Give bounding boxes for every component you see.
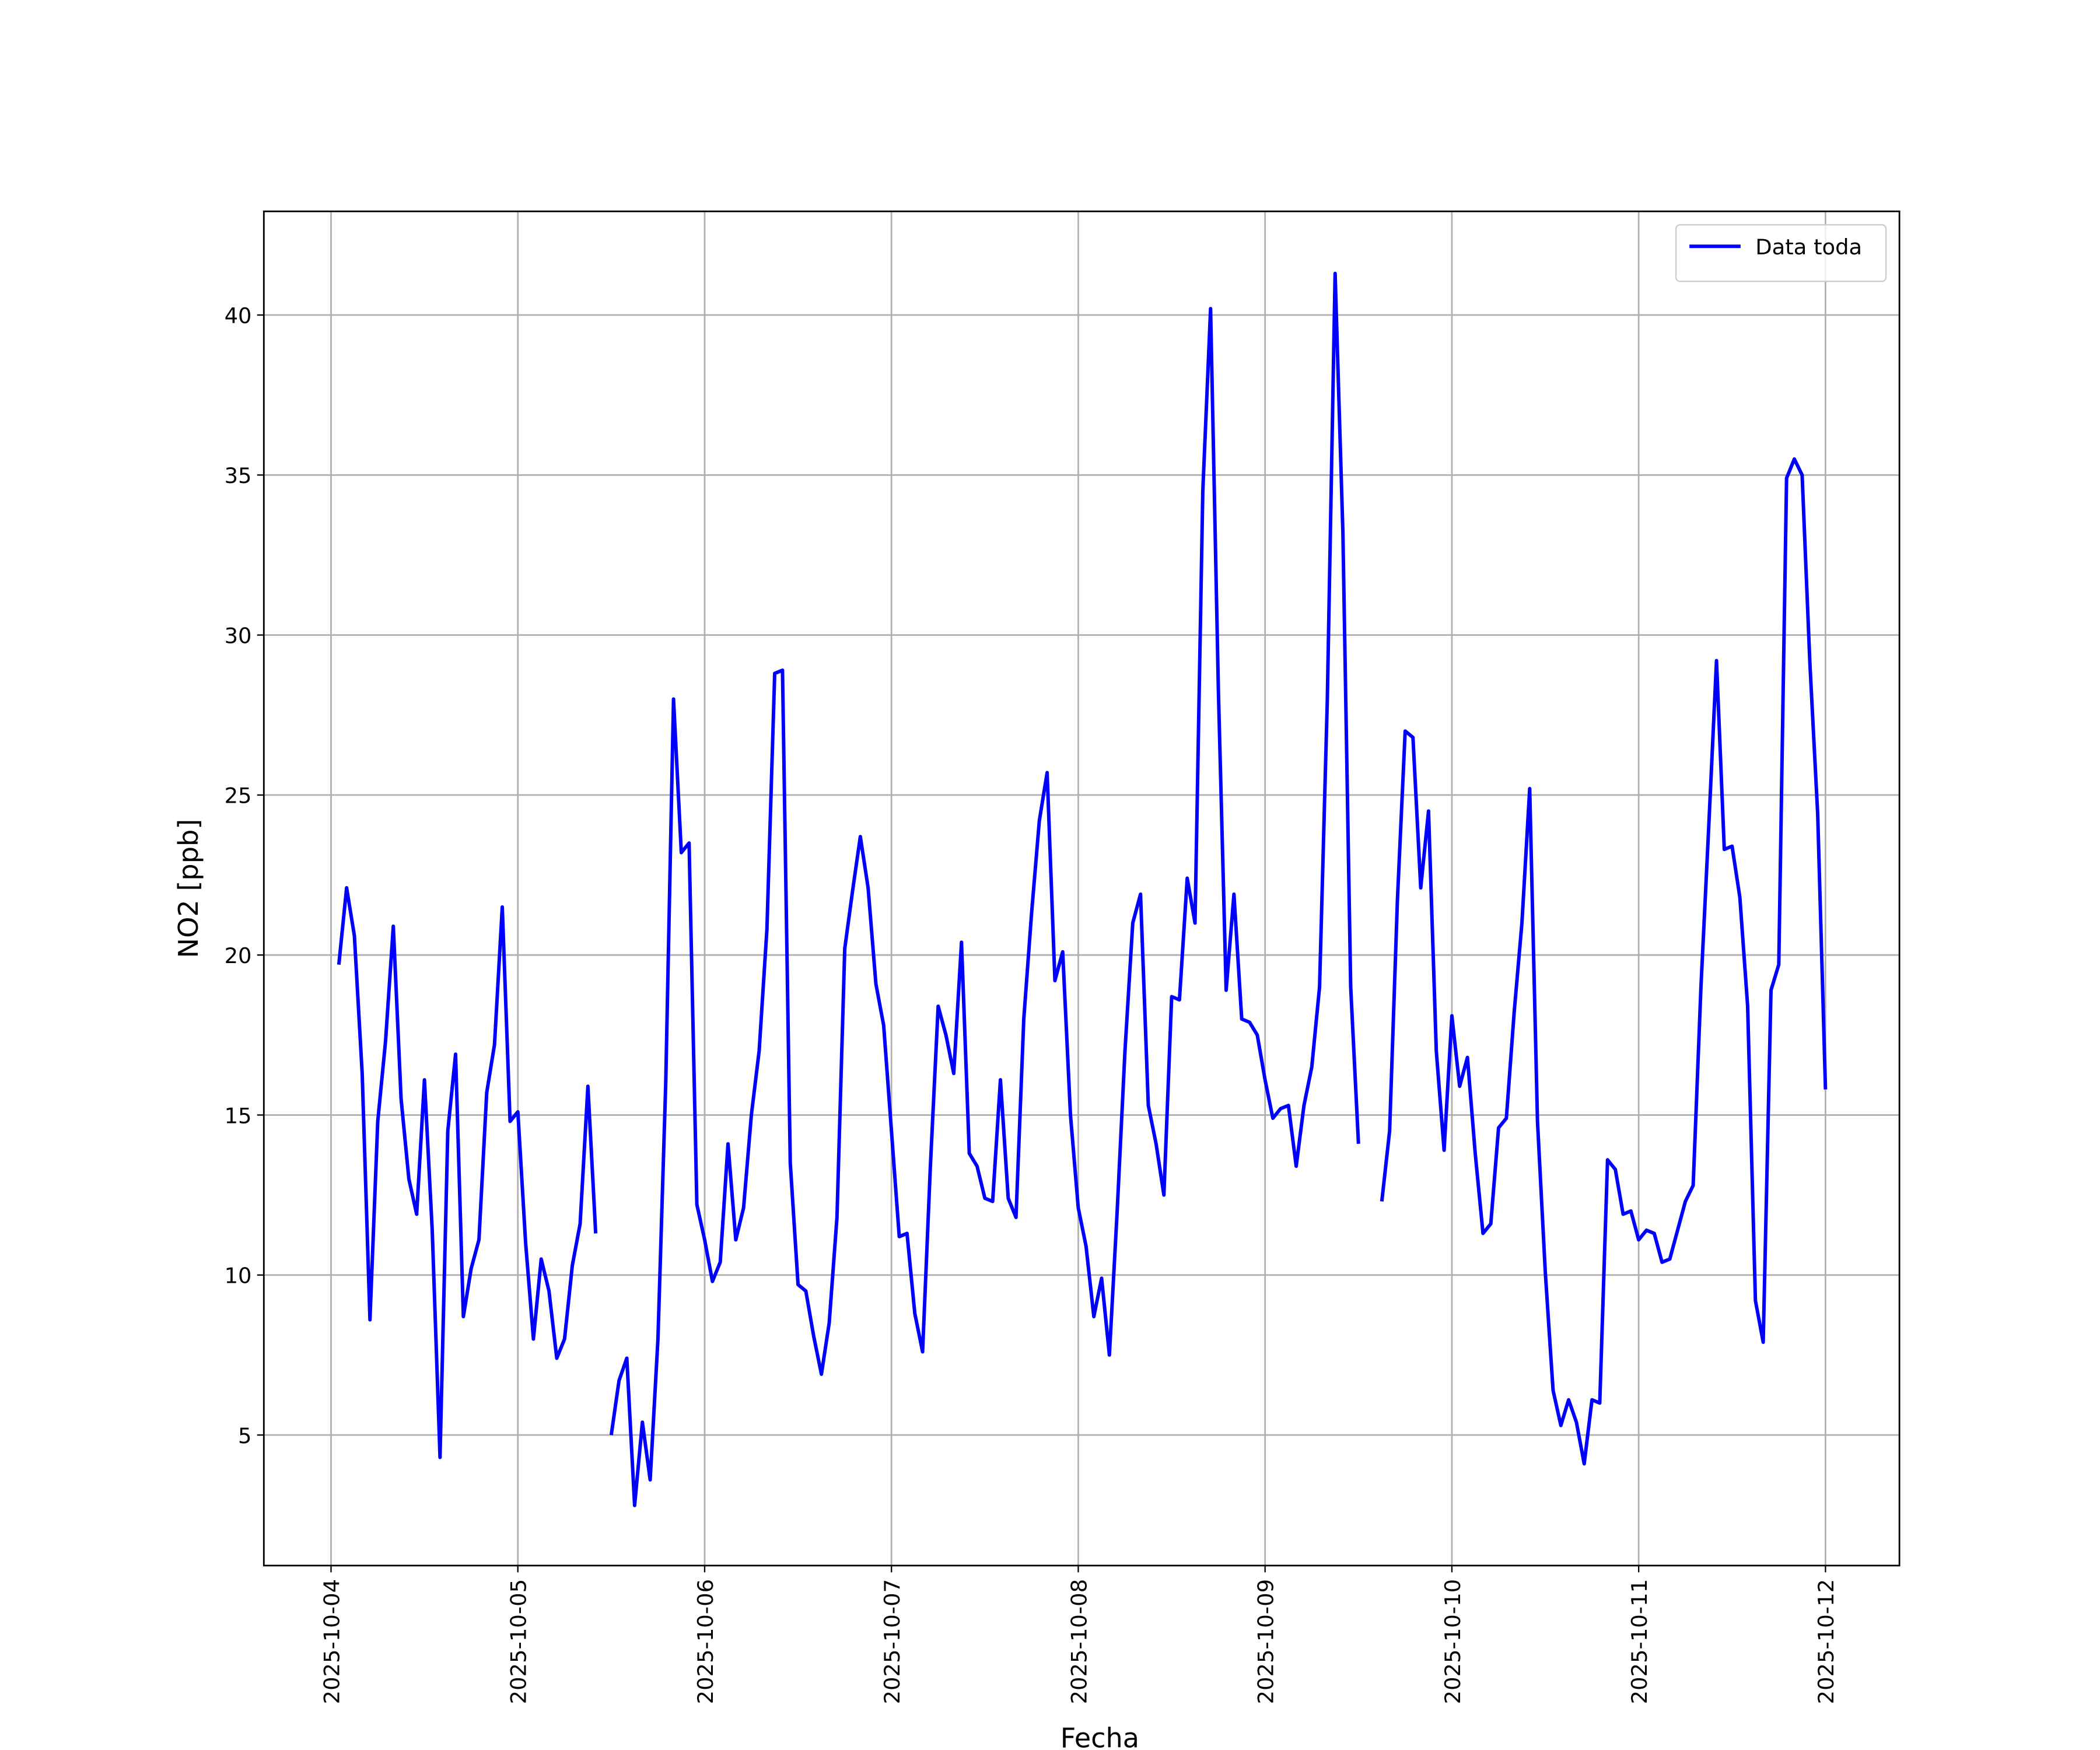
y-tick-label: 5 (238, 1423, 251, 1448)
y-tick-label: 15 (225, 1103, 252, 1128)
y-axis-label: NO2 [ppb] (173, 819, 204, 958)
x-tick-label: 2025-10-09 (1254, 1579, 1279, 1704)
y-tick-label: 30 (225, 623, 252, 648)
y-tick-label: 35 (225, 463, 252, 488)
y-tick-label: 10 (225, 1264, 252, 1289)
legend-label: Data toda (1755, 235, 1862, 260)
y-tick-label: 20 (225, 943, 252, 968)
y-tick-label: 40 (225, 303, 252, 328)
x-tick-label: 2025-10-06 (693, 1579, 718, 1704)
data-line (337, 271, 1828, 1507)
x-tick-label: 2025-10-08 (1066, 1579, 1091, 1704)
x-tick-label: 2025-10-07 (880, 1579, 905, 1704)
plot-area (337, 271, 1828, 1507)
grid (264, 211, 1900, 1566)
axes-frame (262, 210, 1901, 1567)
legend-box (1675, 224, 1887, 282)
x-axis-label: Fecha (1060, 1722, 1139, 1750)
x-tick-label: 2025-10-12 (1814, 1579, 1839, 1704)
x-tick-label: 2025-10-10 (1440, 1579, 1465, 1704)
x-tick-label: 2025-10-04 (319, 1579, 344, 1704)
legend: Data toda (1675, 224, 1887, 282)
ticks: 5 10 15 20 25 30 35 40 2025-10-04 2025-10-05 2025-… (225, 303, 1839, 1704)
y-tick-label: 25 (225, 783, 252, 808)
x-tick-label: 2025-10-11 (1627, 1579, 1652, 1704)
x-tick-label: 2025-10-05 (506, 1579, 531, 1704)
